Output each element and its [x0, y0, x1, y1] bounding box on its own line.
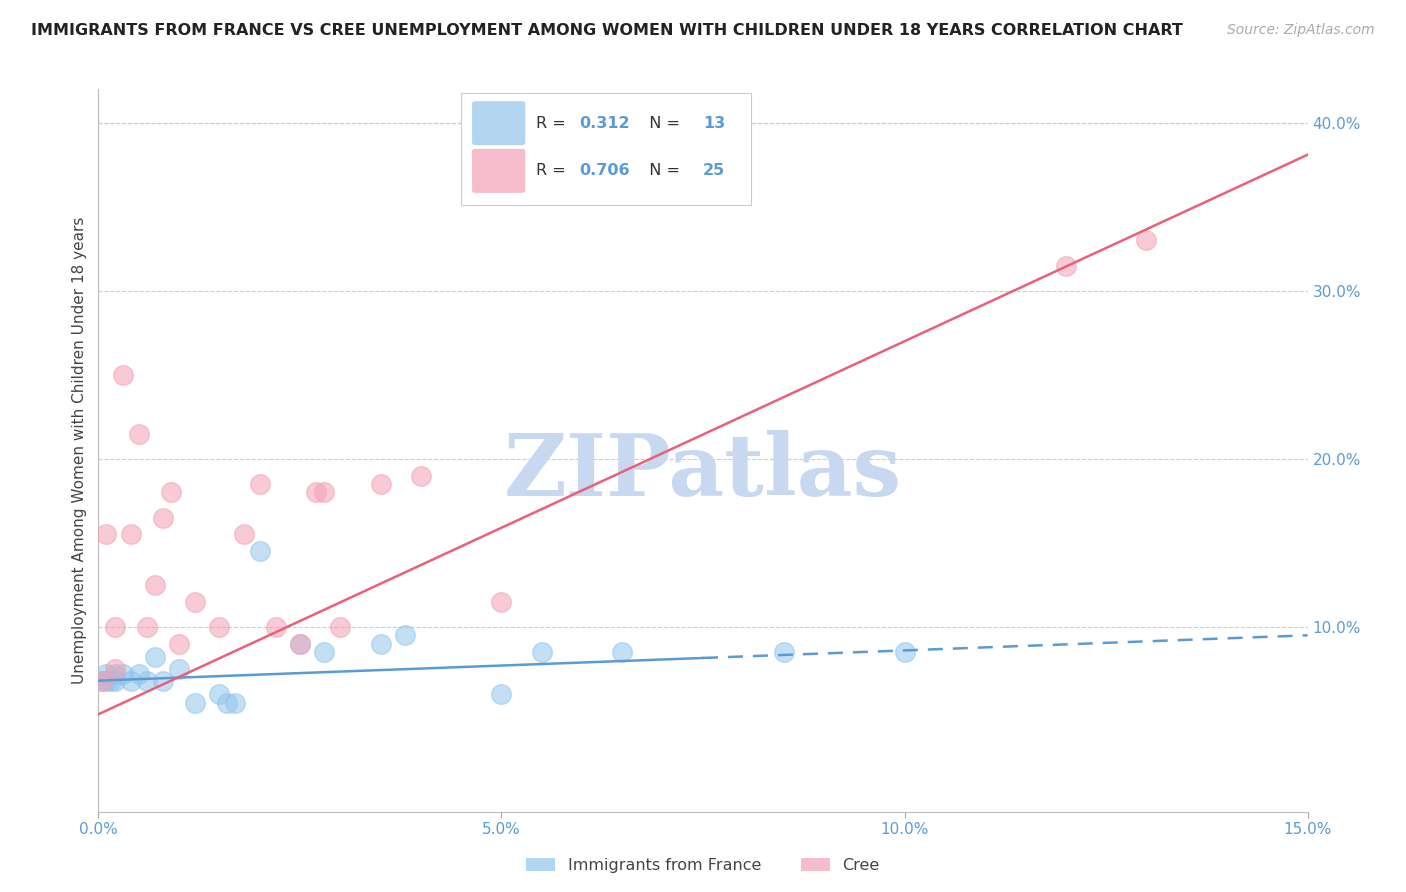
Point [167, 637, 190, 651]
Point [143, 650, 166, 665]
Point [135, 673, 157, 688]
Point [314, 485, 336, 500]
FancyBboxPatch shape [472, 149, 526, 193]
Point [143, 578, 166, 592]
Point [491, 595, 513, 609]
Point [91, 673, 114, 688]
Point [96, 673, 118, 688]
Point [111, 667, 134, 681]
Text: IMMIGRANTS FROM FRANCE VS CREE UNEMPLOYMENT AMONG WOMEN WITH CHILDREN UNDER 18 Y: IMMIGRANTS FROM FRANCE VS CREE UNEMPLOYM… [31, 23, 1182, 38]
Legend: Immigrants from France, Cree: Immigrants from France, Cree [520, 852, 886, 880]
Point [329, 620, 352, 634]
Point [530, 645, 553, 659]
Point [208, 620, 231, 634]
Point [103, 662, 125, 676]
Text: Source: ZipAtlas.com: Source: ZipAtlas.com [1227, 23, 1375, 37]
Point [152, 510, 174, 524]
Point [394, 628, 416, 642]
Point [264, 620, 287, 634]
Point [96, 667, 118, 681]
Point [1054, 259, 1077, 273]
Point [160, 485, 183, 500]
Text: R =: R = [536, 116, 571, 130]
Point [128, 667, 150, 681]
Text: ZIPatlas: ZIPatlas [503, 430, 903, 514]
Point [167, 662, 190, 676]
Point [249, 477, 271, 491]
Text: N =: N = [638, 163, 685, 178]
Text: 13: 13 [703, 116, 725, 130]
Point [772, 645, 794, 659]
Point [305, 485, 328, 500]
Text: N =: N = [638, 116, 685, 130]
Text: R =: R = [536, 163, 571, 178]
Point [288, 637, 311, 651]
Point [91, 673, 114, 688]
Point [491, 687, 513, 701]
Point [232, 527, 254, 541]
Point [100, 673, 122, 688]
Text: 25: 25 [703, 163, 725, 178]
Point [152, 673, 174, 688]
Point [135, 620, 157, 634]
Point [103, 667, 125, 681]
Point [893, 645, 915, 659]
Point [120, 673, 142, 688]
Point [96, 527, 118, 541]
Point [612, 645, 634, 659]
Text: 0.312: 0.312 [579, 116, 630, 130]
Point [111, 368, 134, 382]
Point [103, 673, 125, 688]
FancyBboxPatch shape [461, 93, 751, 205]
Point [288, 637, 311, 651]
Text: 0.706: 0.706 [579, 163, 630, 178]
FancyBboxPatch shape [472, 101, 526, 145]
Point [103, 620, 125, 634]
Point [314, 645, 336, 659]
Point [184, 595, 207, 609]
Point [184, 696, 207, 710]
Point [224, 696, 246, 710]
Point [409, 468, 432, 483]
Point [217, 696, 239, 710]
Point [128, 426, 150, 441]
Y-axis label: Unemployment Among Women with Children Under 18 years: Unemployment Among Women with Children U… [72, 217, 87, 684]
Point [208, 687, 231, 701]
Point [249, 544, 271, 558]
Point [120, 527, 142, 541]
Point [370, 477, 392, 491]
Point [370, 637, 392, 651]
Point [1135, 234, 1157, 248]
